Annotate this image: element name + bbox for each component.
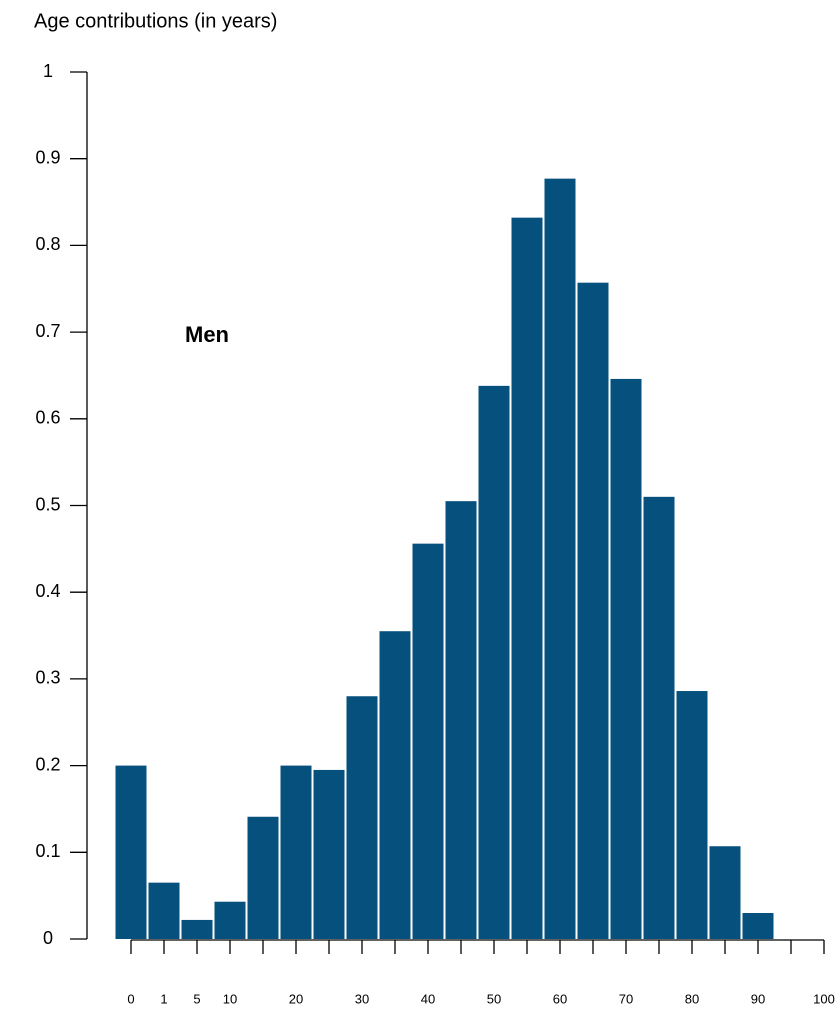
bar: [445, 501, 477, 939]
y-tick-label: 1: [43, 61, 53, 81]
bar: [577, 282, 609, 939]
x-tick-label: 80: [685, 991, 699, 1006]
x-tick-label: 30: [355, 991, 369, 1006]
bar: [148, 882, 180, 939]
x-tick-label: 70: [619, 991, 633, 1006]
bar: [346, 696, 378, 939]
bar: [181, 919, 213, 939]
bar: [247, 816, 279, 939]
x-tick-label: 20: [289, 991, 303, 1006]
bar: [676, 691, 708, 939]
x-tick-label: 100: [813, 991, 835, 1006]
y-tick-label: 0.4: [35, 581, 60, 601]
bar: [544, 178, 576, 940]
bar: [313, 769, 345, 939]
bar: [610, 378, 642, 940]
annotation: Men: [185, 322, 229, 347]
y-tick-label: 0.8: [35, 234, 60, 254]
x-tick-label: 90: [751, 991, 765, 1006]
x-tick-label: 1: [160, 991, 167, 1006]
x-tick-label: 5: [193, 991, 200, 1006]
bar: [709, 846, 741, 939]
y-tick-label: 0: [43, 928, 53, 948]
bar: [115, 765, 147, 939]
bar: [643, 496, 675, 939]
y-tick-label: 0.7: [35, 321, 60, 341]
bar: [478, 385, 510, 939]
x-tick-label: 0: [127, 991, 134, 1006]
x-tick-label: 10: [223, 991, 237, 1006]
y-tick-label: 0.2: [35, 754, 60, 774]
bar: [742, 912, 774, 939]
bar: [511, 217, 543, 939]
x-tick-label: 60: [553, 991, 567, 1006]
y-tick-label: 0.3: [35, 668, 60, 688]
bar: [379, 631, 411, 939]
x-tick-label: 50: [487, 991, 501, 1006]
bar: [280, 765, 312, 939]
y-tick-label: 0.1: [35, 841, 60, 861]
y-tick-label: 0.5: [35, 494, 60, 514]
x-tick-label: 40: [421, 991, 435, 1006]
bar: [214, 901, 246, 939]
bar: [412, 543, 444, 939]
y-tick-label: 0.9: [35, 147, 60, 167]
chart-title: Age contributions (in years): [34, 10, 277, 32]
y-tick-label: 0.6: [35, 408, 60, 428]
